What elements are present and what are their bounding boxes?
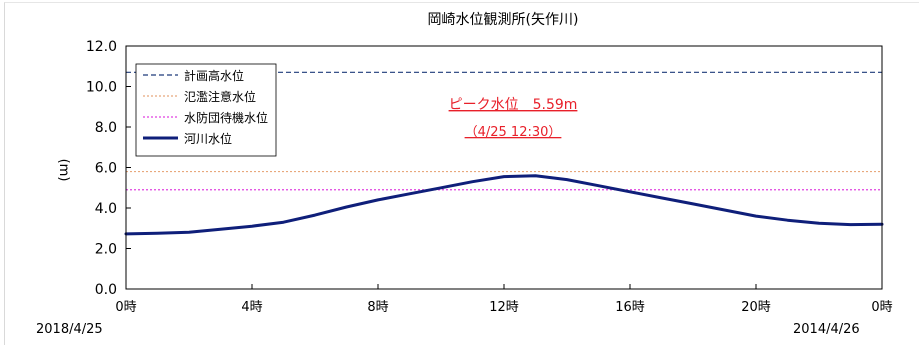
y-tick-label: 4.0 [95, 201, 117, 217]
x-tick-label: 12時 [489, 300, 519, 315]
legend-label-0: 計画高水位 [184, 68, 244, 83]
series-line-0 [124, 174, 884, 236]
legend-label-1: 氾濫注意水位 [184, 89, 256, 104]
x-tick-label: 8時 [367, 300, 388, 315]
x-tick-label: 0時 [115, 300, 136, 315]
legend-box [135, 63, 277, 157]
peak-label: ピーク水位 5.59m [449, 97, 578, 113]
x-tick-label: 20時 [741, 300, 771, 315]
y-axis-label: (m) [56, 159, 71, 182]
y-tick-label: 10.0 [86, 80, 117, 96]
y-tick-label: 12.0 [86, 39, 117, 55]
start-date-label: 2018/4/25 [36, 322, 103, 337]
legend-label-3: 河川水位 [184, 131, 232, 146]
chart-title: 岡崎水位観測所(矢作川) [428, 11, 579, 28]
peak-time-label: （4/25 12:30） [465, 125, 562, 140]
y-tick-label: 2.0 [95, 242, 117, 258]
end-date-label: 2014/4/26 [793, 322, 860, 337]
y-tick-label: 6.0 [95, 161, 117, 177]
x-tick-label: 16時 [615, 300, 645, 315]
chart-frame [4, 2, 919, 345]
x-tick-label: 4時 [241, 300, 262, 315]
y-tick-label: 0.0 [95, 282, 117, 298]
y-tick-label: 8.0 [95, 120, 117, 136]
legend-label-2: 水防団待機水位 [184, 110, 268, 125]
x-tick-label: 0時 [871, 300, 892, 315]
